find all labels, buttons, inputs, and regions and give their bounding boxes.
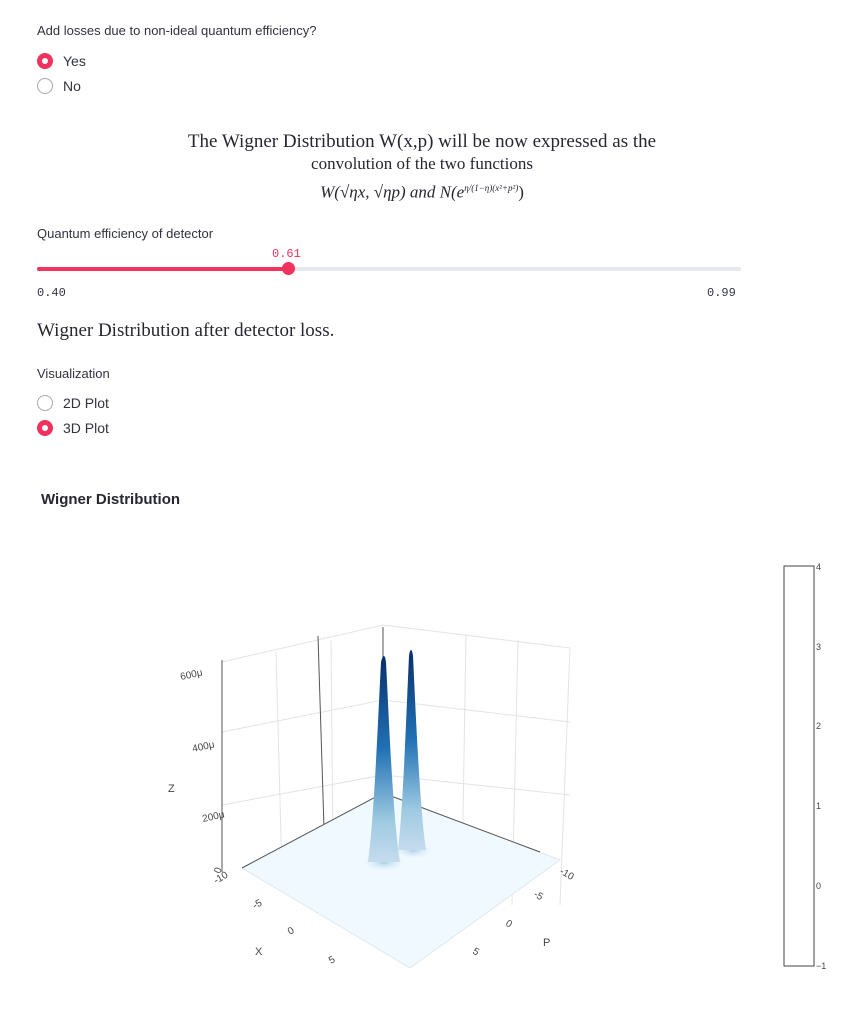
efficiency-slider-thumb[interactable] [282, 262, 295, 275]
efficiency-slider-value: 0.61 [272, 247, 301, 261]
efficiency-slider-min: 0.40 [37, 286, 66, 300]
p-axis-label: P [543, 937, 550, 949]
peak-1 [368, 656, 400, 862]
radio-3d-label: 3D Plot [63, 420, 109, 436]
colorbar-tick: 0 [816, 881, 821, 891]
radio-yes[interactable]: Yes [37, 50, 86, 72]
colorbar-tick: 1 [816, 801, 821, 811]
radio-3d-circle[interactable] [37, 420, 53, 436]
z-axis-ticks: 600μ 400μ 200μ 0 [179, 667, 225, 875]
p-tick: 5 [471, 946, 482, 959]
formula-w-term: W(√ηx, √ηp) and N(e [320, 182, 465, 202]
z-axis-label: Z [168, 783, 175, 795]
radio-yes-label: Yes [63, 53, 86, 69]
peak-2 [398, 650, 426, 850]
formula-line-3: W(√ηx, √ηp) and N(eη/(1−η)(x²+p²)) [0, 177, 844, 204]
floor-edge-left [241, 792, 384, 869]
wigner-3d-plot[interactable]: 600μ 400μ 200μ 0 Z -10 -5 0 5 X -10 -5 0… [0, 520, 844, 1012]
x-tick: -5 [251, 897, 265, 911]
radio-yes-circle[interactable] [37, 53, 53, 69]
z-tick: 400μ [191, 739, 215, 754]
efficiency-slider-track[interactable] [37, 262, 741, 275]
x-tick: 0 [286, 925, 297, 938]
colorbar [783, 565, 815, 967]
radio-2d-circle[interactable] [37, 395, 53, 411]
formula-line-2: convolution of the two functions [311, 154, 533, 173]
p-tick: -10 [558, 866, 576, 883]
radio-no[interactable]: No [37, 75, 81, 97]
z-tick: 200μ [201, 809, 225, 824]
colorbar-tick: 2 [816, 721, 821, 731]
colorbar-tick: 4 [816, 562, 821, 572]
z-tick: 600μ [179, 667, 203, 682]
efficiency-slider-fill [37, 267, 288, 271]
loss-question-label: Add losses due to non-ideal quantum effi… [37, 23, 317, 38]
z-tick: 0 [212, 866, 224, 875]
radio-no-label: No [63, 78, 81, 94]
efficiency-slider-label: Quantum efficiency of detector [37, 226, 214, 241]
formula-line-1: The Wigner Distribution W(x,p) will be n… [187, 131, 657, 152]
p-tick: 0 [504, 918, 515, 931]
p-tick: -5 [532, 889, 546, 903]
colorbar-tick: 3 [816, 642, 821, 652]
formula-exponent: η/(1−η)(x²+p²) [464, 183, 519, 193]
x-tick: 5 [327, 954, 338, 967]
radio-2d-plot[interactable]: 2D Plot [37, 392, 109, 414]
formula-close: ) [518, 182, 524, 202]
radio-2d-label: 2D Plot [63, 395, 109, 411]
radio-no-circle[interactable] [37, 78, 53, 94]
formula-block: The Wigner Distribution W(x,p) will be n… [0, 131, 844, 204]
efficiency-slider-max: 0.99 [707, 286, 736, 300]
radio-3d-plot[interactable]: 3D Plot [37, 417, 109, 439]
section-title: Wigner Distribution after detector loss. [37, 320, 335, 341]
chart-title: Wigner Distribution [41, 491, 181, 508]
visualization-label: Visualization [37, 366, 110, 381]
colorbar-tick: −1 [816, 961, 826, 971]
x-axis-label: X [255, 946, 263, 958]
colorbar-ticks: 4 3 2 1 0 −1 [816, 562, 826, 971]
